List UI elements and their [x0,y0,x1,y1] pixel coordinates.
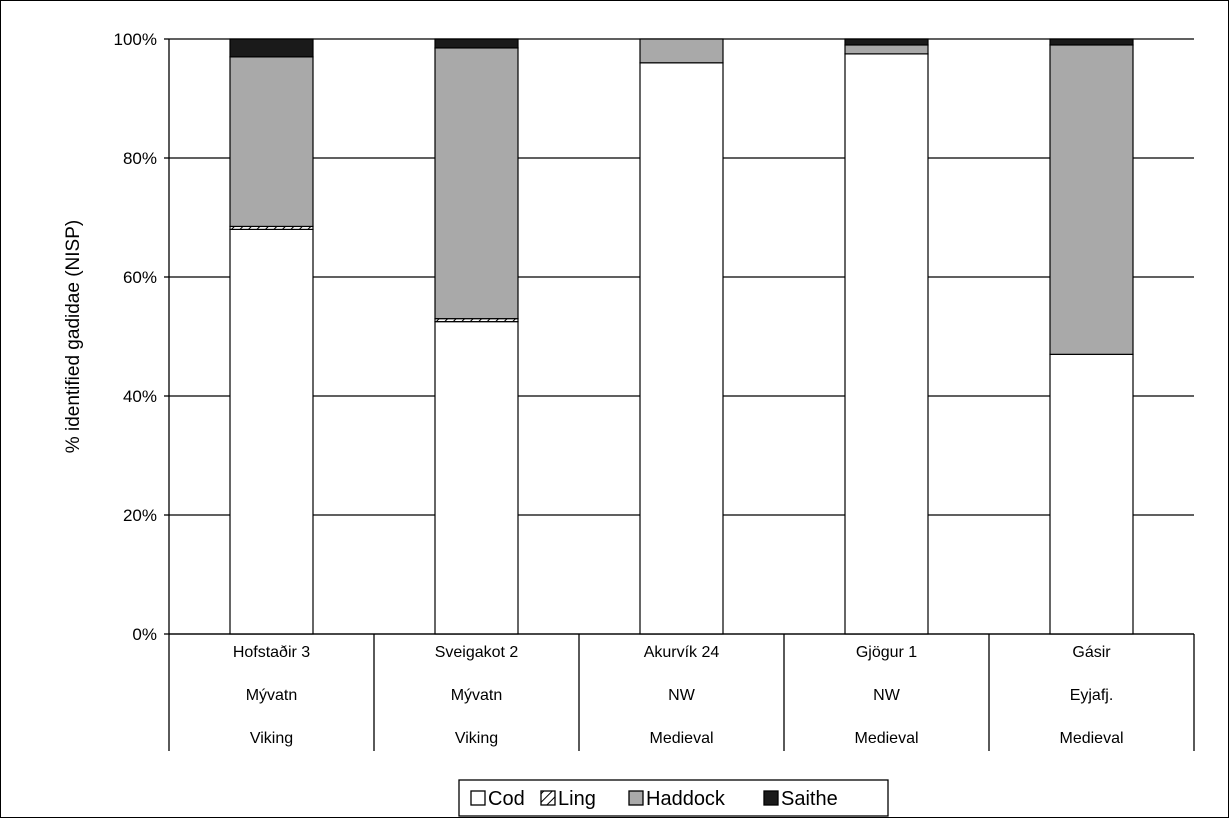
bar-segment-saithe [229,38,314,58]
y-tick-label: 80% [123,149,157,168]
x-category-label: Mývatn [246,687,298,704]
x-category-label: Viking [455,730,498,747]
bar-segment-saithe [1049,38,1134,46]
legend-swatch-ling [540,790,556,806]
x-category-label: Hofstaðir 3 [233,644,310,661]
x-category-label: Viking [250,730,293,747]
bar-segment-saithe [434,38,519,49]
y-tick-label: 100% [114,30,157,49]
bar-segment-saithe [844,38,929,46]
legend-box [458,779,889,817]
bar-segment-cod [229,228,314,635]
bar-segment-haddock [1049,44,1134,355]
y-axis-title: % identified gadidae (NISP) [63,220,84,453]
x-category-label: Gjögur 1 [856,644,917,661]
y-tick-label: 20% [123,506,157,525]
legend-label-haddock: Haddock [646,788,726,810]
bar-segment-haddock [434,47,519,320]
bar-segment-cod [844,53,929,635]
legend-label-cod: Cod [488,788,525,810]
bar-segment-haddock [844,44,929,55]
x-category-label: Mývatn [451,687,503,704]
x-category-label: Sveigakot 2 [435,644,519,661]
bar-segment-cod [434,321,519,635]
legend-swatch-haddock [628,790,644,806]
bar-segment-cod [1049,353,1134,635]
x-category-label: NW [668,687,696,704]
x-category-label: Akurvík 24 [644,644,720,661]
x-category-label: Medieval [1059,730,1123,747]
x-category-label: Gásir [1072,644,1111,661]
legend-swatch-cod [470,790,486,806]
legend-label-saithe: Saithe [781,788,838,810]
x-category-label: Eyjafj. [1070,687,1114,704]
x-category-label: Medieval [854,730,918,747]
y-tick-label: 40% [123,387,157,406]
y-tick-label: 60% [123,268,157,287]
bar-segment-haddock [229,56,314,228]
bar-segment-haddock [639,38,724,64]
y-tick-label: 0% [132,625,157,644]
legend-swatch-saithe [763,790,779,806]
x-category-label: NW [873,687,901,704]
bar-segment-cod [639,62,724,635]
x-category-label: Medieval [649,730,713,747]
legend-label-ling: Ling [558,788,596,810]
